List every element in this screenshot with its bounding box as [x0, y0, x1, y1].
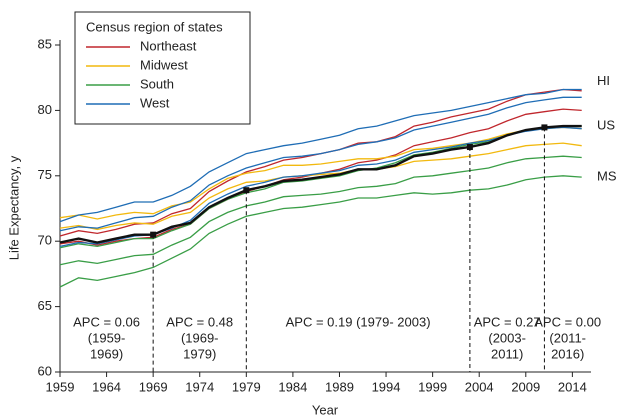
joinpoint-marker — [466, 144, 473, 151]
y-tick-label: 80 — [38, 102, 52, 117]
legend-label: South — [140, 76, 174, 91]
y-tick-label: 85 — [38, 36, 52, 51]
series-line — [59, 125, 582, 249]
apc-label: (1969- — [181, 330, 219, 345]
joinpoint-marker — [541, 124, 548, 131]
y-tick-label: 60 — [38, 363, 52, 378]
x-tick-label: 1994 — [372, 379, 401, 394]
series-label: HI — [597, 73, 610, 88]
y-axis-label: Life Expectancy, y — [6, 155, 21, 260]
x-tick-label: 1969 — [139, 379, 168, 394]
x-tick-label: 1964 — [92, 379, 121, 394]
legend-title: Census region of states — [86, 19, 223, 34]
series-line — [59, 124, 582, 244]
series-line — [59, 142, 582, 231]
lines — [59, 88, 582, 288]
y-tick-label: 70 — [38, 233, 52, 248]
joinpoint-marker — [150, 231, 157, 238]
series-line — [59, 175, 582, 288]
apc-label: APC = 0.06 — [73, 314, 140, 329]
legend-label: West — [140, 95, 170, 110]
y-tick-label: 65 — [38, 298, 52, 313]
joinpoint-marker — [243, 187, 250, 194]
x-tick-label: 1999 — [418, 379, 447, 394]
legend-label: Northeast — [140, 38, 197, 53]
apc-label: 1979) — [183, 346, 216, 361]
x-tick-label: 1959 — [46, 379, 75, 394]
apc-label: (2011- — [549, 330, 586, 345]
y-tick-label: 75 — [38, 167, 52, 182]
x-tick-label: 2009 — [511, 379, 540, 394]
series-label: MS — [597, 169, 617, 184]
apc-label: 2011) — [491, 346, 523, 361]
series-line — [59, 155, 582, 266]
apc-label: APC = 0.48 — [166, 314, 233, 329]
x-tick-label: 2004 — [465, 379, 494, 394]
apc-label: APC = 0.00 — [534, 314, 601, 329]
legend-box — [74, 11, 251, 125]
series-label: US — [597, 118, 615, 133]
x-tick-label: 2014 — [558, 379, 587, 394]
legend-label: Midwest — [140, 57, 188, 72]
apc-label: APC = 0.27 — [474, 314, 541, 329]
series-line — [59, 126, 582, 220]
apc-label: (2003- — [488, 330, 526, 345]
apc-label: 1969) — [90, 346, 123, 361]
x-tick-label: 1979 — [232, 379, 261, 394]
apc-label: APC = 0.19 (1979- 2003) — [286, 314, 431, 329]
series-line — [59, 96, 582, 232]
x-tick-label: 1989 — [325, 379, 354, 394]
apc-label: (1959- — [88, 330, 126, 345]
x-tick-label: 1984 — [278, 379, 307, 394]
series-line — [59, 126, 582, 248]
apc-label: 2016) — [551, 346, 584, 361]
series-line — [59, 88, 582, 223]
x-axis-label: Year — [312, 402, 339, 417]
x-tick-label: 1974 — [185, 379, 214, 394]
